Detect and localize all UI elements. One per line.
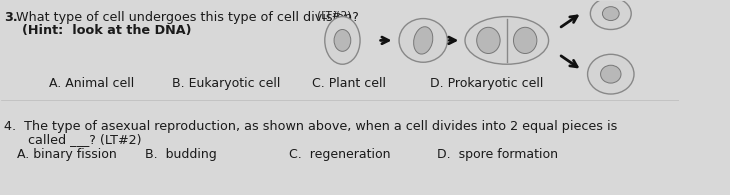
Text: (LT#2): (LT#2) [314,11,351,21]
Ellipse shape [588,54,634,94]
Ellipse shape [477,27,500,53]
Text: A. Animal cell: A. Animal cell [49,77,134,90]
Text: What type of cell undergoes this type of cell division?: What type of cell undergoes this type of… [17,11,359,24]
Text: B. Eukaryotic cell: B. Eukaryotic cell [172,77,281,90]
Ellipse shape [325,17,360,64]
Text: 3.: 3. [4,11,18,24]
Text: D. Prokaryotic cell: D. Prokaryotic cell [430,77,543,90]
Text: called ___? (LT#2): called ___? (LT#2) [4,133,142,146]
Ellipse shape [602,7,619,20]
Ellipse shape [414,27,433,54]
Ellipse shape [399,19,447,62]
Text: (Hint:  look at the DNA): (Hint: look at the DNA) [4,24,192,36]
Text: C. Plant cell: C. Plant cell [312,77,385,90]
Text: A. binary fission: A. binary fission [18,148,117,161]
Text: 4.  The type of asexual reproduction, as shown above, when a cell divides into 2: 4. The type of asexual reproduction, as … [4,120,618,133]
Ellipse shape [465,17,548,64]
Ellipse shape [334,29,351,51]
Text: B.  budding: B. budding [145,148,216,161]
Ellipse shape [601,65,621,83]
Text: D.  spore formation: D. spore formation [437,148,558,161]
Ellipse shape [513,27,537,53]
Ellipse shape [591,0,631,29]
Text: C.  regeneration: C. regeneration [288,148,390,161]
